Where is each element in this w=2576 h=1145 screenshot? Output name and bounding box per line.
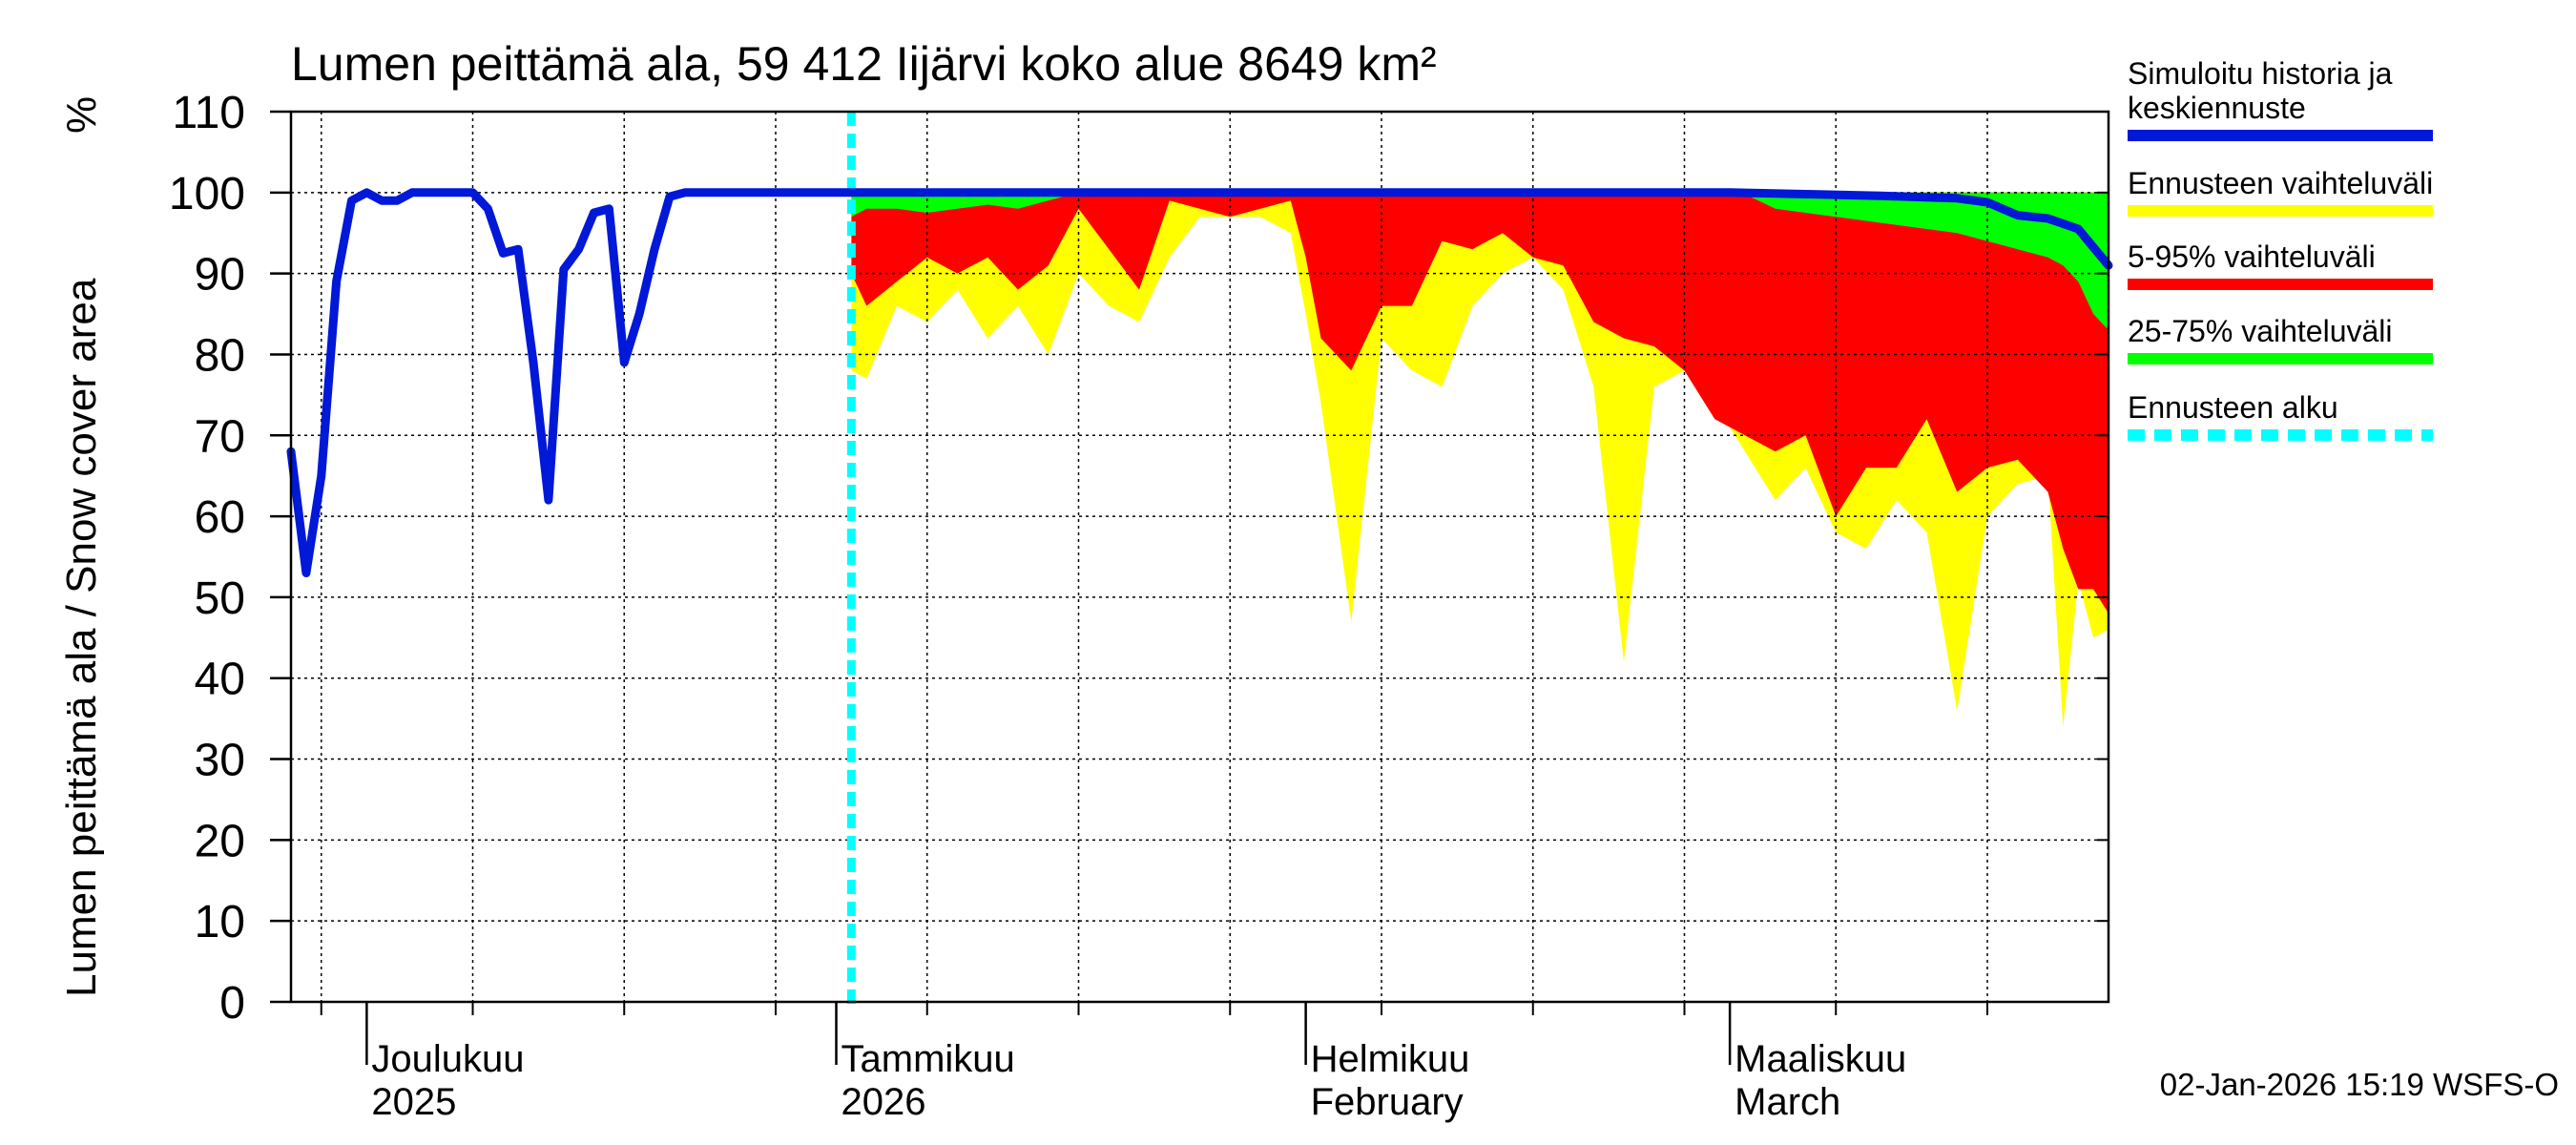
band-25-75: [851, 192, 2109, 330]
month-sublabel-3: March: [1735, 1081, 1840, 1123]
y-tick-label-50: 50: [195, 573, 245, 624]
y-tick-label-0: 0: [219, 978, 245, 1029]
y-tick-label-100: 100: [169, 169, 245, 219]
y-tick-label-70: 70: [195, 411, 245, 462]
y-tick-label-10: 10: [195, 897, 245, 947]
y-tick-label-20: 20: [195, 816, 245, 866]
y-tick-label-90: 90: [195, 250, 245, 301]
legend-label-4-0: Ennusteen alku: [2128, 390, 2338, 425]
y-tick-label-110: 110: [172, 88, 245, 138]
legend-label-0-1: keskiennuste: [2128, 91, 2306, 125]
month-label-0: Joulukuu: [371, 1038, 524, 1080]
month-label-3: Maaliskuu: [1735, 1038, 1906, 1080]
legend-label-1-0: Ennusteen vaihteluväli: [2128, 166, 2433, 200]
month-sublabel-0: 2025: [371, 1081, 456, 1123]
forecast-bands: [851, 192, 2109, 727]
legend-label-3-0: 25-75% vaihteluväli: [2128, 314, 2393, 348]
y-axis-unit: %: [58, 96, 105, 134]
series-lines: [286, 112, 2113, 1006]
month-sublabel-1: 2026: [841, 1081, 926, 1123]
month-sublabel-2: February: [1311, 1081, 1464, 1123]
y-tick-label-30: 30: [195, 736, 245, 786]
timestamp: 02-Jan-2026 15:19 WSFS-O: [2160, 1067, 2559, 1102]
month-label-2: Helmikuu: [1311, 1038, 1470, 1080]
chart-title: Lumen peittämä ala, 59 412 Iijärvi koko …: [291, 37, 1437, 91]
plot-frame: [289, 110, 2110, 1004]
y-axis-label: Lumen peittämä ala / Snow cover area: [58, 278, 105, 997]
y-tick-label-40: 40: [195, 655, 245, 705]
month-label-1: Tammikuu: [841, 1038, 1015, 1080]
grid-lines: [291, 112, 2109, 1002]
y-tick-label-60: 60: [195, 492, 245, 543]
legend-label-0-0: Simuloitu historia ja: [2128, 56, 2393, 91]
band-5-95: [851, 192, 2109, 614]
median-line: [286, 188, 2113, 577]
legend-label-2-0: 5-95% vaihteluväli: [2128, 239, 2376, 274]
y-tick-label-80: 80: [195, 330, 245, 381]
